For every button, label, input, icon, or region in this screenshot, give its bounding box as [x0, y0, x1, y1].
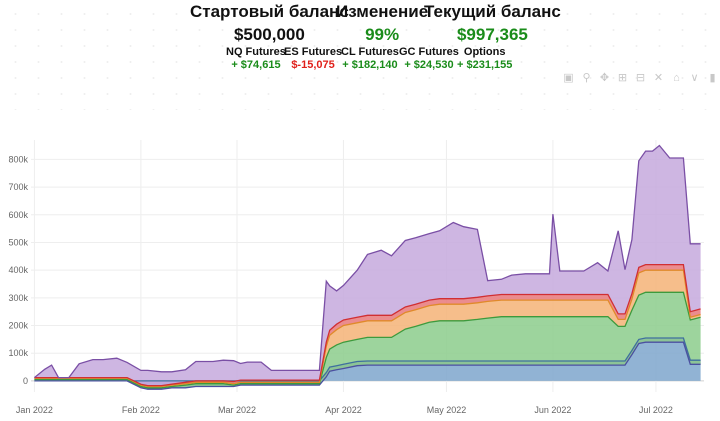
y-tick-label: 500k: [8, 237, 28, 247]
autoscale-icon[interactable]: ✕: [653, 72, 664, 84]
area-gc-futures: [34, 270, 701, 388]
instrument-name: NQ Futures: [226, 46, 286, 58]
area-options: [34, 145, 701, 386]
y-tick-label: 700k: [8, 182, 28, 192]
pan-icon[interactable]: ✥: [599, 72, 610, 84]
instrument-nq: NQ Futures + $74,615: [226, 46, 286, 71]
x-axis: Jan 2022 Feb 2022 Mar 2022 Apr 2022 May 2022…: [16, 405, 673, 415]
instrument-pl: + $182,140: [342, 59, 398, 71]
line-series-5: [34, 263, 701, 387]
line-cl-futures: [34, 291, 701, 389]
y-tick-label: 100k: [8, 348, 28, 358]
instrument-name: ES Futures: [284, 46, 343, 58]
instrument-gc: GC Futures + $24,530: [399, 46, 459, 71]
instrument-pl: $-15,075: [291, 59, 335, 71]
x-tick-label: Jan 2022: [16, 405, 53, 415]
y-tick-label: 400k: [8, 265, 28, 275]
decorative-dot-pattern: [0, 0, 720, 110]
current-balance-value: $997,365: [456, 25, 528, 44]
line-options: [33, 144, 701, 379]
area-nq-futures: [34, 338, 701, 381]
y-tick-label: 0: [23, 376, 28, 386]
zoom-icon[interactable]: ⚲: [582, 72, 591, 84]
start-balance-value: $500,000: [233, 25, 305, 44]
change: Изменение 99%: [336, 2, 428, 45]
y-axis: 0 100k 200k 300k 400k 500k 600k 700k 800k: [8, 154, 28, 386]
y-tick-label: 200k: [8, 321, 28, 331]
camera-icon[interactable]: ▣: [563, 72, 574, 84]
current-balance-label: Текущий баланс: [424, 2, 561, 21]
x-tick-label: May 2022: [427, 405, 467, 415]
zoom-in-icon[interactable]: ⊞: [617, 72, 628, 84]
instrument-options: Options + $231,155: [457, 46, 512, 71]
chart-areas: [34, 145, 701, 390]
x-tick-label: Apr 2022: [325, 405, 362, 415]
instrument-pl: + $74,615: [231, 59, 281, 71]
instrument-pl: + $231,155: [457, 59, 513, 71]
current-balance: Текущий баланс $997,365: [424, 2, 561, 45]
change-value: 99%: [365, 25, 400, 44]
instrument-name: Options: [463, 46, 506, 58]
x-tick-label: Mar 2022: [218, 405, 256, 415]
y-tick-label: 800k: [8, 154, 28, 164]
y-tick-label: 300k: [8, 293, 28, 303]
instrument-pl: + $24,530: [404, 59, 454, 71]
instrument-es: ES Futures $-15,075: [284, 46, 342, 71]
y-tick-label: 600k: [8, 210, 28, 220]
start-balance: Стартовый баланс $500,000: [190, 2, 349, 45]
zoom-out-icon[interactable]: ⊟: [635, 72, 646, 84]
spike-icon[interactable]: ∨: [690, 72, 699, 84]
chart-toolbar: ▣ ⚲ ✥ ⊞ ⊟ ✕ ⌂ ∨ ▮: [562, 72, 719, 86]
x-tick-label: Jun 2022: [534, 405, 571, 415]
line-nq-futures: [34, 337, 701, 382]
instrument-name: CL Futures: [341, 46, 399, 58]
x-tick-label: Feb 2022: [122, 405, 160, 415]
line-es-futures: [34, 341, 701, 390]
x-tick-label: Jul 2022: [639, 405, 673, 415]
instrument-name: GC Futures: [399, 46, 459, 58]
hover-icon[interactable]: ▮: [709, 72, 716, 84]
chart-lines: [33, 144, 701, 390]
line-gc-futures: [34, 269, 701, 388]
change-label: Изменение: [336, 2, 429, 21]
instrument-cl: CL Futures + $182,140: [341, 46, 399, 71]
start-balance-label: Стартовый баланс: [190, 2, 349, 21]
home-icon[interactable]: ⌂: [673, 72, 680, 84]
